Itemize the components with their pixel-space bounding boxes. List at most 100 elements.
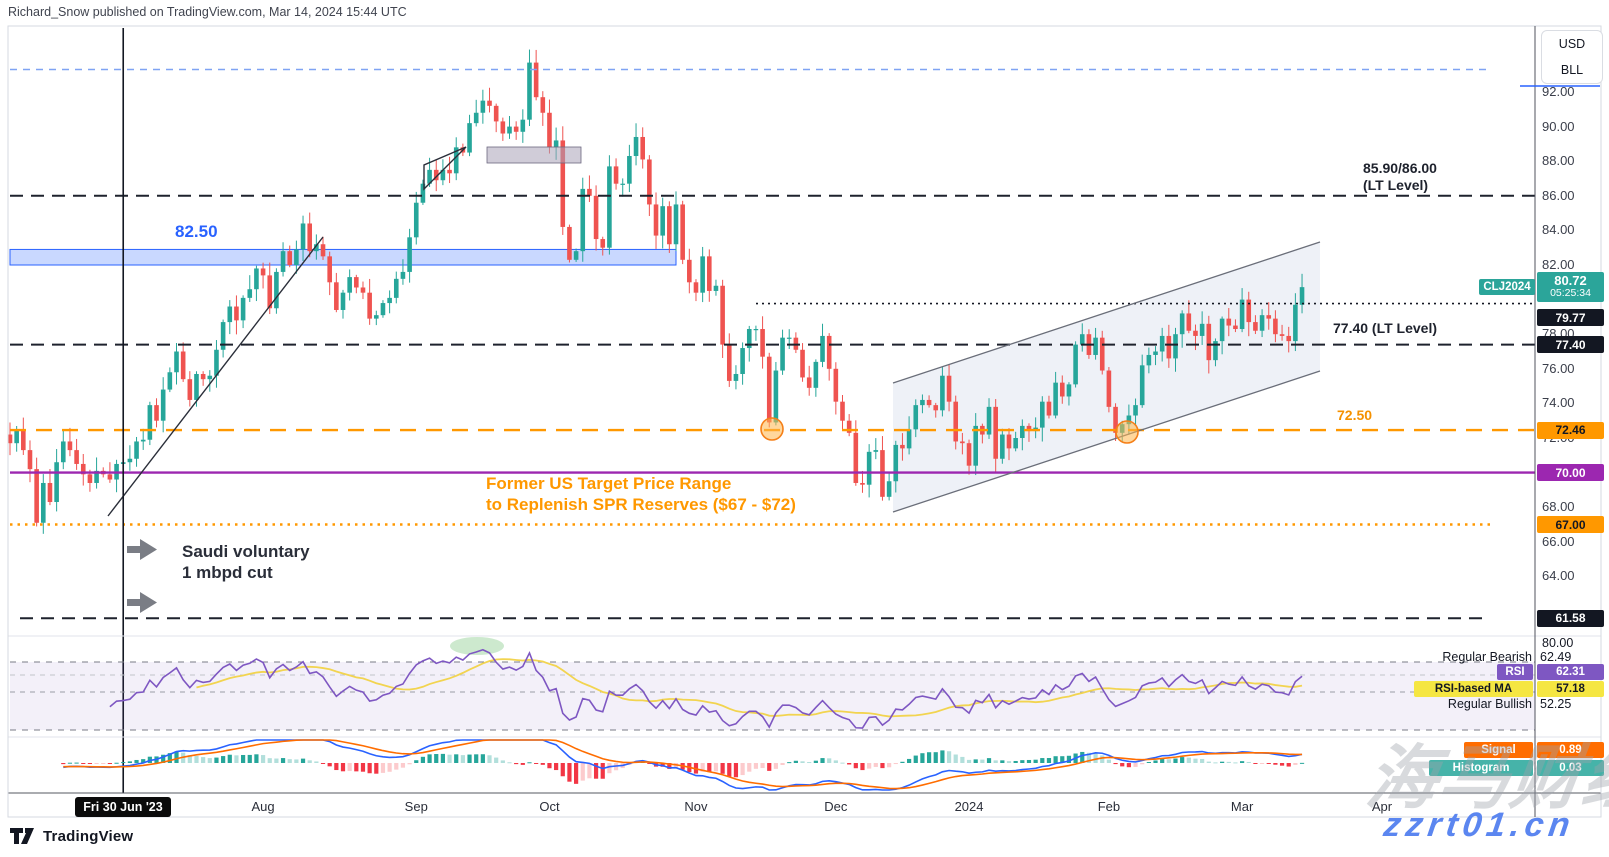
macd-histogram-bar <box>960 756 965 763</box>
candle-body <box>1259 315 1265 331</box>
macd-histogram-bar <box>986 758 992 763</box>
month-label[interactable]: Dec <box>824 799 848 814</box>
macd-histogram-bar <box>1086 752 1092 763</box>
macd-histogram-bar <box>600 763 605 779</box>
candle-body <box>67 441 73 451</box>
macd-histogram-bar <box>201 757 206 763</box>
macd-histogram-bar <box>920 753 925 763</box>
candle-body <box>607 166 612 248</box>
macd-histogram-bar <box>67 762 73 764</box>
macd-histogram-bar <box>427 754 432 763</box>
candle-body <box>1299 287 1305 305</box>
month-label[interactable]: Feb <box>1097 799 1121 814</box>
candle-body <box>726 344 732 381</box>
candle-body <box>1093 337 1098 355</box>
candle-body <box>720 285 725 345</box>
candle-body <box>227 306 233 323</box>
saudi-cut-annotation[interactable]: Saudi voluntary 1 mbpd cut <box>182 542 310 582</box>
candle-body <box>260 268 266 276</box>
macd-histogram-bar <box>793 760 798 763</box>
macd-histogram-bar <box>973 759 978 763</box>
month-label[interactable]: Apr <box>1371 799 1393 814</box>
price-tick-label: 82.00 <box>1542 257 1575 272</box>
candle-body <box>254 268 259 290</box>
month-label[interactable]: Mar <box>1230 799 1254 814</box>
macd-histogram-bar <box>1106 759 1111 763</box>
support-touch-circle <box>1115 420 1139 444</box>
candle-body <box>94 470 99 483</box>
candle-body <box>400 271 406 279</box>
macd-histogram-bar <box>1299 762 1305 764</box>
macd-histogram-bar <box>1033 759 1038 763</box>
macd-histogram-bar <box>993 760 998 763</box>
macd-histogram-bar <box>1013 760 1018 763</box>
macd-histogram-bar <box>880 763 885 769</box>
candle-body <box>240 297 246 321</box>
candle-body <box>467 123 472 153</box>
candle-body <box>267 275 273 309</box>
candle-body <box>693 282 699 293</box>
macd-histogram-bar <box>733 763 739 778</box>
candle-body <box>933 405 939 411</box>
candle-body <box>247 289 253 298</box>
candle-body <box>1253 322 1258 331</box>
date-axis-tag: Fri 30 Jun '23 <box>75 797 171 817</box>
candle-body <box>300 223 306 250</box>
candle-body <box>786 337 792 339</box>
macd-histogram-bar <box>81 763 86 764</box>
candle-body <box>1153 351 1158 355</box>
month-label[interactable]: Nov <box>684 799 708 814</box>
macd-histogram-bar <box>134 759 139 763</box>
candle-body <box>1013 438 1018 449</box>
consolidation-box <box>486 146 582 164</box>
macd-histogram-bar <box>320 763 326 764</box>
candle-body <box>667 206 672 245</box>
macd-histogram-bar <box>1226 761 1231 763</box>
rising-channel-fill <box>893 242 1320 512</box>
candle-body <box>180 351 186 380</box>
month-label[interactable]: Oct <box>539 799 560 814</box>
month-label[interactable]: Sep <box>404 799 428 814</box>
candle-body <box>174 351 179 373</box>
candle-body <box>746 329 752 349</box>
macd-histogram-bar <box>1253 763 1258 764</box>
level-label-8250[interactable]: 82.50 <box>175 222 218 241</box>
level-label-7740[interactable]: 77.40 (LT Level) <box>1333 320 1438 336</box>
macd-histogram-bar <box>187 755 192 763</box>
macd-histogram-bar <box>107 763 112 764</box>
candle-body <box>393 278 399 298</box>
candle-body <box>367 292 372 319</box>
macd-histogram-bar <box>1206 761 1211 763</box>
macd-histogram-bar <box>307 760 312 763</box>
macd-histogram-bar <box>1133 763 1138 767</box>
candle-body <box>327 256 332 283</box>
level-label-7250[interactable]: 72.50 <box>1337 407 1373 423</box>
month-label[interactable]: Aug <box>251 799 275 814</box>
macd-signal-line <box>63 739 1303 790</box>
watermark-site: zzrt01.cn <box>1381 806 1578 844</box>
macd-histogram-bar <box>926 752 932 763</box>
macd-histogram-bar <box>447 754 452 763</box>
macd-histogram-bar <box>593 763 599 779</box>
macd-histogram-bar <box>707 763 712 773</box>
macd-histogram-bar <box>773 763 778 769</box>
level-label-86[interactable]: 85.90/86.00 (LT Level) <box>1363 160 1437 193</box>
spr-annotation[interactable]: Former US Target Price Range to Replenish… <box>486 474 796 514</box>
candle-body <box>200 373 206 380</box>
month-label[interactable]: 2024 <box>954 799 984 814</box>
macd-histogram-bar <box>74 762 79 764</box>
candle-body <box>800 349 805 378</box>
candle-body <box>87 474 93 483</box>
candle-body <box>1146 354 1152 366</box>
currency-unit-selector[interactable]: USD BLL <box>1541 30 1603 84</box>
candle-body <box>860 482 865 485</box>
event-arrow-icon <box>127 592 157 613</box>
candle-body <box>940 375 945 411</box>
macd-histogram-bar <box>966 759 972 763</box>
price-tick-label: 92.00 <box>1542 84 1575 99</box>
rising-channel-upper-line <box>892 241 1321 384</box>
price-tick-label: 64.00 <box>1542 568 1575 584</box>
tradingview-logo[interactable]: TradingView <box>10 827 133 845</box>
macd-histogram-bar <box>347 763 352 772</box>
